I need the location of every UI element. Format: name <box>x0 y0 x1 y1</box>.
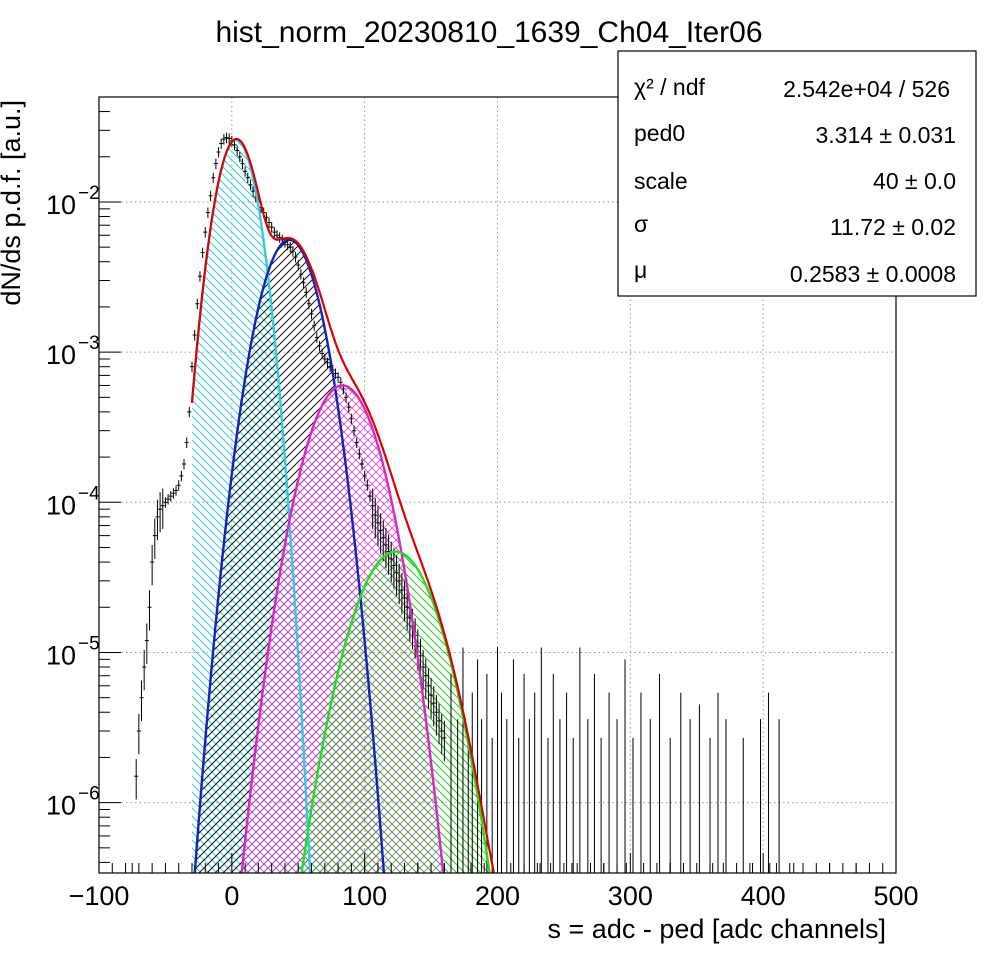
chart-title: hist_norm_20230810_1639_Ch04_Iter06 <box>215 16 762 49</box>
x-tick-label: 300 <box>608 881 653 911</box>
x-tick-label: 400 <box>741 881 786 911</box>
stats-value: 0.2583 ± 0.0008 <box>790 261 956 287</box>
x-tick-label: 0 <box>224 881 239 911</box>
stats-row-chi2: χ² / ndf 2.542e+04 / 526 <box>634 74 950 102</box>
x-tick-label: 500 <box>873 881 918 911</box>
x-axis-tick-labels: −100 0 100 200 300 400 500 <box>69 881 919 911</box>
peak-fill-areas <box>192 139 546 873</box>
fit-statistics-box: χ² / ndf 2.542e+04 / 526 ped0 3.314 ± 0.… <box>617 50 977 297</box>
y-tick-exponent: −6 <box>78 784 100 805</box>
y-axis-label: dN/ds p.d.f. [a.u.] <box>0 100 26 306</box>
x-tick-label: 200 <box>475 881 520 911</box>
stats-row-scale: scale 40 ± 0.0 <box>634 168 956 194</box>
x-tick-label: 100 <box>342 881 387 911</box>
y-axis-tick-labels: 10−610−510−410−310−2 <box>46 183 100 821</box>
stats-row-sigma: σ 11.72 ± 0.02 <box>634 211 956 240</box>
axis-ticks <box>98 96 897 873</box>
y-tick-exponent: −4 <box>78 483 100 504</box>
y-tick-exponent: −3 <box>78 333 100 354</box>
y-tick-exponent: −2 <box>78 183 100 204</box>
y-tick-label: 10 <box>46 190 76 220</box>
x-tick-label: −100 <box>69 881 130 911</box>
stats-label: σ <box>634 211 648 237</box>
fit-curves <box>190 137 495 873</box>
stats-label: scale <box>634 168 688 194</box>
peak-curve-3 <box>300 550 491 873</box>
y-tick-label: 10 <box>46 490 76 520</box>
stats-row-mu: μ 0.2583 ± 0.0008 <box>634 257 956 287</box>
stats-value: 40 ± 0.0 <box>873 168 956 194</box>
stats-label: χ² / ndf <box>634 74 705 100</box>
x-axis-label: s = adc - ped [adc channels] <box>548 914 886 944</box>
stats-value: 3.314 ± 0.031 <box>815 122 956 148</box>
peak-curve-1 <box>193 238 386 873</box>
y-tick-label: 10 <box>46 340 76 370</box>
stats-label: ped0 <box>634 120 685 146</box>
y-tick-exponent: −5 <box>78 633 100 654</box>
peak-area-3 <box>245 551 546 873</box>
stats-value: 11.72 ± 0.02 <box>830 214 956 240</box>
y-tick-label: 10 <box>46 791 76 821</box>
stats-value: 2.542e+04 / 526 <box>783 76 950 102</box>
y-tick-label: 10 <box>46 640 76 670</box>
stats-label: μ <box>634 257 647 283</box>
peak-curve-2 <box>240 384 445 873</box>
stats-row-ped0: ped0 3.314 ± 0.031 <box>634 120 956 148</box>
histogram-points <box>131 132 857 873</box>
total-fit-curve <box>190 137 495 873</box>
